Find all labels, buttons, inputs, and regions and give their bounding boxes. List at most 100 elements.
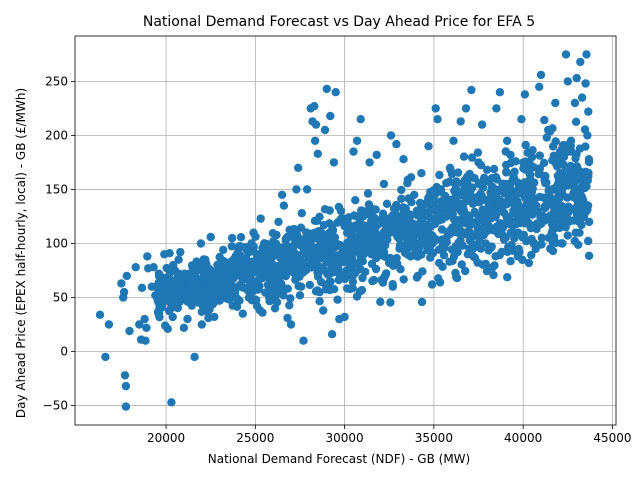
data-point xyxy=(372,150,381,160)
data-point xyxy=(582,182,591,191)
data-point xyxy=(365,158,374,167)
data-point xyxy=(302,185,312,194)
data-point xyxy=(325,206,334,215)
data-point xyxy=(453,243,462,252)
data-point xyxy=(274,217,283,227)
data-point xyxy=(478,260,487,269)
data-point xyxy=(468,244,478,253)
data-point xyxy=(149,263,158,272)
data-point xyxy=(331,88,340,97)
data-point xyxy=(358,248,367,257)
data-point xyxy=(232,302,242,311)
data-point xyxy=(572,73,581,83)
y-tick-label: 250 xyxy=(45,74,68,88)
data-point xyxy=(539,158,549,168)
data-point xyxy=(204,313,213,323)
data-point xyxy=(465,169,474,179)
data-point xyxy=(275,281,284,290)
data-point xyxy=(428,190,437,200)
data-point xyxy=(203,307,212,316)
x-axis-label: National Demand Forecast (NDF) - GB (MW) xyxy=(208,452,470,466)
data-point xyxy=(95,310,105,319)
data-point xyxy=(456,117,465,126)
data-point xyxy=(350,211,359,220)
data-point xyxy=(283,313,292,323)
data-point xyxy=(461,266,470,276)
data-point xyxy=(285,301,294,310)
data-point xyxy=(518,255,527,265)
data-point xyxy=(525,175,535,184)
data-point xyxy=(187,295,197,304)
data-point xyxy=(247,296,257,305)
data-point xyxy=(236,280,245,289)
data-point xyxy=(327,330,337,339)
x-tick-label: 35000 xyxy=(415,431,453,445)
data-point xyxy=(227,242,236,251)
data-point xyxy=(409,222,418,231)
data-point xyxy=(470,253,480,262)
data-point xyxy=(514,244,523,254)
data-point xyxy=(295,291,305,300)
data-point xyxy=(117,279,126,288)
y-tick-label: −50 xyxy=(43,399,68,413)
data-point xyxy=(542,133,551,142)
data-point xyxy=(535,82,544,92)
data-point xyxy=(179,323,189,332)
y-tick-label: 100 xyxy=(45,236,68,250)
data-point xyxy=(461,197,471,206)
data-point xyxy=(131,263,140,272)
data-point xyxy=(362,227,371,237)
data-point xyxy=(492,104,501,113)
data-point xyxy=(352,292,362,301)
data-point xyxy=(433,115,442,124)
data-point xyxy=(442,178,451,188)
data-point xyxy=(363,189,373,198)
data-point xyxy=(187,277,197,286)
data-point xyxy=(333,295,342,304)
data-point xyxy=(356,115,365,124)
data-point xyxy=(388,280,397,289)
data-point xyxy=(173,303,182,313)
data-point xyxy=(163,324,172,333)
data-point xyxy=(396,265,405,274)
data-point xyxy=(478,183,488,192)
data-point xyxy=(385,256,394,265)
data-point xyxy=(265,293,274,303)
data-point xyxy=(521,157,530,166)
data-point xyxy=(269,251,278,260)
data-point xyxy=(412,273,422,282)
data-point xyxy=(329,158,339,167)
data-point xyxy=(563,231,572,240)
data-point xyxy=(501,233,510,242)
data-point xyxy=(458,189,468,198)
data-point xyxy=(333,252,342,262)
data-point xyxy=(183,314,192,324)
data-point xyxy=(235,242,244,251)
data-point xyxy=(420,230,430,239)
data-point xyxy=(316,237,325,246)
data-point xyxy=(219,245,228,255)
data-point xyxy=(561,216,571,225)
data-point xyxy=(217,271,227,280)
data-point xyxy=(560,167,569,176)
data-point xyxy=(251,232,260,241)
data-point xyxy=(201,291,211,300)
data-point xyxy=(479,195,488,204)
data-point xyxy=(135,320,144,329)
data-point xyxy=(467,153,477,162)
data-point xyxy=(524,258,534,268)
data-point xyxy=(582,50,591,59)
data-point xyxy=(382,199,392,208)
data-point xyxy=(364,200,374,209)
data-point xyxy=(477,120,487,129)
data-points xyxy=(95,50,594,411)
data-point xyxy=(371,205,380,214)
data-point xyxy=(506,158,515,168)
x-tick-label: 25000 xyxy=(236,431,274,445)
data-point xyxy=(342,284,352,293)
data-point xyxy=(520,90,530,99)
data-point xyxy=(563,193,572,202)
data-point xyxy=(581,200,591,210)
data-point xyxy=(440,206,449,216)
